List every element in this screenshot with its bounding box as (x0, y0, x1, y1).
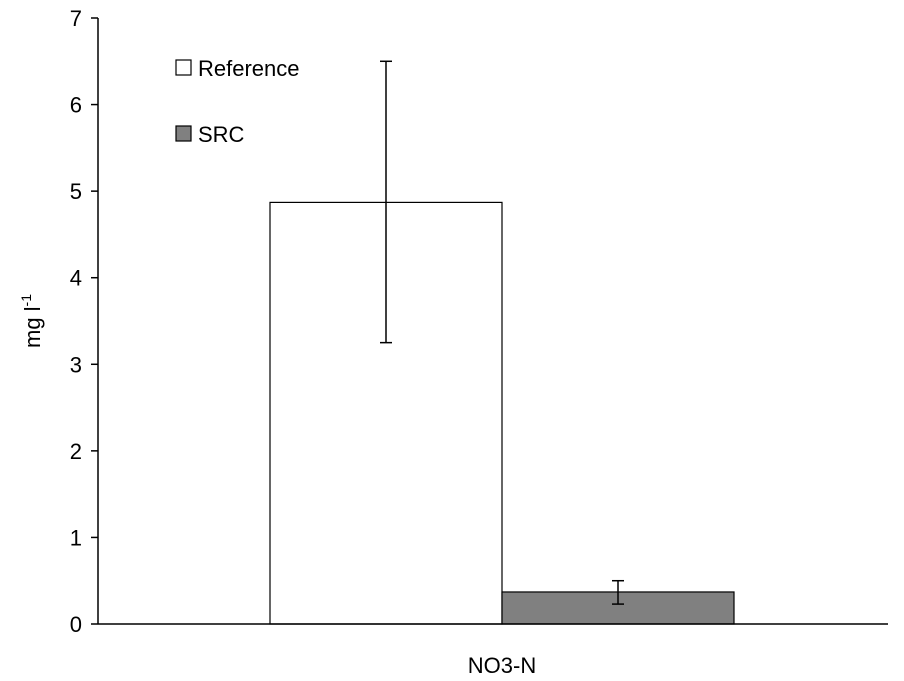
y-tick-label: 3 (70, 352, 82, 377)
y-tick-label: 1 (70, 525, 82, 550)
x-category-label: NO3-N (468, 653, 536, 678)
y-tick-label: 2 (70, 439, 82, 464)
legend: Reference SRC (175, 56, 300, 147)
plot-area (269, 60, 735, 625)
legend-swatch-reference (175, 59, 192, 76)
error-bar-reference (380, 60, 392, 344)
y-axis-label-superscript: -1 (18, 294, 34, 307)
legend-label-src: SRC (198, 122, 245, 147)
y-axis-label: mg l-1 (18, 294, 45, 348)
y-axis-ticks: 0 1 2 3 4 5 6 7 (70, 6, 98, 637)
y-tick-label: 0 (70, 612, 82, 637)
legend-swatch-src (175, 125, 192, 142)
y-tick-label: 6 (70, 93, 82, 118)
y-axis-label-base: mg l (20, 306, 45, 348)
y-tick-label: 4 (70, 266, 82, 291)
y-tick-label: 5 (70, 179, 82, 204)
error-bar-src (612, 579, 624, 605)
legend-label-reference: Reference (198, 56, 300, 81)
y-tick-label: 7 (70, 6, 82, 31)
